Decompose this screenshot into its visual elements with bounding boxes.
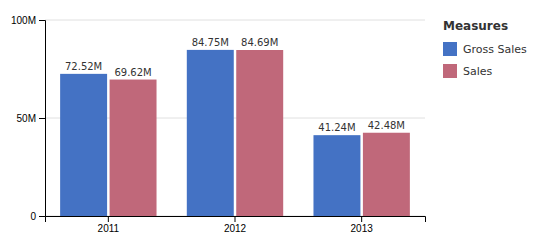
x-tick-label: 2013: [351, 223, 374, 234]
x-tick-mark: [108, 216, 109, 222]
x-axis-line: [46, 217, 426, 223]
y-tick-mark: [39, 118, 45, 119]
data-label: 41.24M: [318, 122, 355, 133]
data-label: 84.69M: [241, 37, 278, 48]
bar: [187, 50, 234, 216]
bar-series: [110, 50, 410, 216]
y-tick-label: 100M: [11, 15, 36, 26]
x-axis: 2011 2012 2013: [46, 216, 426, 234]
bar: [110, 80, 157, 216]
y-tick-label: 0: [30, 211, 36, 222]
y-tick: 100M: [11, 15, 45, 26]
bar: [363, 133, 410, 216]
legend-swatch: [443, 64, 457, 78]
bars: [60, 50, 410, 216]
y-tick-label: 50M: [17, 113, 36, 124]
bar-series: [60, 50, 360, 216]
legend: Measures Gross Sales Sales: [443, 19, 527, 78]
bar: [60, 74, 107, 216]
y-tick: 0: [30, 211, 45, 222]
x-tick: 2013: [351, 216, 374, 234]
grid: [45, 20, 425, 216]
x-tick-label: 2012: [224, 223, 247, 234]
x-tick-label: 2011: [98, 223, 120, 234]
data-label: 72.52M: [65, 61, 102, 72]
legend-item: Gross Sales: [443, 42, 527, 56]
data-label: 69.62M: [114, 67, 151, 78]
legend-swatch: [443, 42, 457, 56]
grid-line: [45, 20, 425, 21]
bar: [313, 135, 360, 216]
y-axis-line: [39, 21, 46, 217]
y-tick-mark: [39, 216, 45, 217]
legend-item: Sales: [443, 64, 493, 78]
x-tick-mark: [361, 216, 362, 222]
legend-title: Measures: [443, 19, 508, 33]
chart: 72.52M 84.75M 41.24M 69.62M 84.69M 42.48M 0 50M…: [0, 0, 550, 242]
bar: [236, 50, 283, 216]
y-tick: 50M: [17, 113, 45, 124]
x-tick-mark: [235, 216, 236, 222]
legend-label: Gross Sales: [463, 43, 527, 56]
y-tick-mark: [39, 20, 45, 21]
plot: 72.52M 84.75M 41.24M 69.62M 84.69M 42.48M 0 50M…: [11, 15, 426, 234]
data-label: 42.48M: [368, 120, 405, 131]
data-label: 84.75M: [192, 37, 229, 48]
x-tick: 2011: [98, 216, 120, 234]
y-axis: 0 50M 100M: [11, 15, 46, 222]
x-tick: 2012: [224, 216, 247, 234]
legend-label: Sales: [463, 65, 493, 78]
data-labels: 72.52M 84.75M 41.24M 69.62M 84.69M 42.48M: [65, 37, 405, 133]
